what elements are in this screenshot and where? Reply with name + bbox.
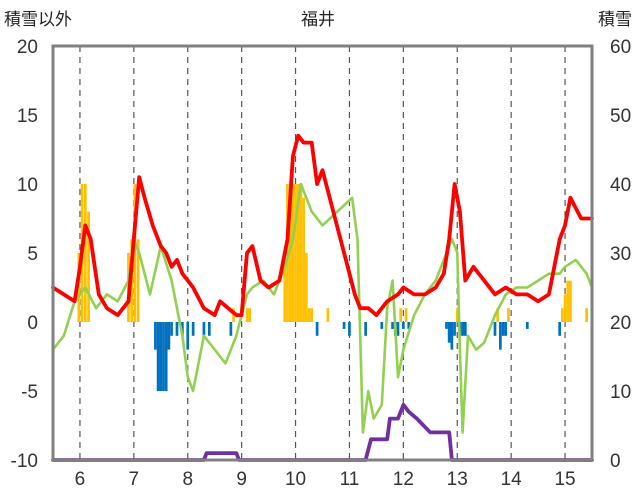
grid (80, 46, 565, 460)
y-right-tick-label: 60 (610, 37, 631, 58)
y-right-tick-label: 0 (610, 451, 621, 472)
y-left-tick-label: 10 (17, 175, 38, 196)
x-tick-label: 10 (285, 469, 306, 490)
bar (397, 322, 400, 336)
bar (507, 308, 510, 322)
bar (302, 198, 305, 322)
x-tick-label: 13 (447, 469, 468, 490)
bar (448, 322, 451, 343)
x-tick-label: 8 (182, 469, 193, 490)
bar (402, 322, 405, 329)
bar (380, 322, 383, 329)
bar (405, 308, 408, 322)
bar (343, 322, 346, 329)
bar (569, 281, 572, 322)
bar (246, 308, 249, 322)
y-right-tick-label: 50 (610, 106, 631, 127)
y-left-tick-label: 5 (27, 244, 38, 265)
x-tick-label: 9 (236, 469, 247, 490)
bar (176, 322, 179, 336)
bar (84, 184, 87, 322)
x-tick-label: 15 (554, 469, 575, 490)
bar (157, 322, 160, 391)
bar (451, 322, 454, 350)
y-left-ticks: 20 15 10 5 0 -5 -10 (11, 37, 38, 472)
x-tick-label: 11 (340, 469, 360, 490)
bar (348, 322, 351, 336)
bar (494, 322, 497, 336)
bar (316, 322, 319, 336)
x-tick-label: 14 (501, 469, 523, 490)
bar (192, 322, 195, 336)
bar (502, 322, 505, 336)
bar (558, 322, 561, 336)
bar (159, 322, 162, 391)
bar (564, 294, 567, 322)
y-left-tick-label: 20 (17, 37, 38, 58)
y-left-axis-label: 積雪以外 (4, 10, 72, 30)
y-left-tick-label: -10 (11, 451, 38, 472)
bar (154, 322, 157, 350)
y-right-tick-label: 30 (610, 244, 631, 265)
bar (504, 322, 507, 336)
bar (526, 322, 529, 329)
bar (294, 184, 297, 322)
bar (186, 322, 189, 350)
bar (230, 322, 233, 336)
bar (300, 184, 303, 322)
bar (585, 308, 588, 322)
bar (170, 322, 173, 336)
bar (364, 322, 367, 336)
bar (208, 322, 211, 336)
bar (566, 281, 569, 322)
bar (499, 322, 502, 350)
x-tick-label: 6 (75, 469, 86, 490)
bar (203, 322, 206, 336)
bar (165, 322, 168, 391)
chart-title: 福井 (301, 10, 335, 30)
bar (327, 308, 330, 322)
bar (561, 308, 564, 322)
x-ticks: 6 7 8 9 10 11 12 13 14 15 (75, 469, 576, 490)
bar (453, 322, 456, 336)
bar (292, 184, 295, 322)
bar (308, 308, 311, 322)
bar (464, 322, 467, 336)
y-left-tick-label: 15 (17, 106, 38, 127)
y-left-tick-label: 0 (27, 313, 38, 334)
bar (461, 322, 464, 336)
y-right-axis-label: 積雪 (598, 10, 632, 30)
x-tick-label: 12 (393, 469, 414, 490)
bar (399, 308, 402, 322)
y-right-ticks: 60 50 40 30 20 10 0 (610, 37, 631, 472)
bar (305, 253, 308, 322)
bar (248, 308, 251, 322)
bar (162, 322, 165, 391)
bar (310, 308, 313, 322)
y-right-tick-label: 40 (610, 175, 631, 196)
bar (445, 322, 448, 329)
y-left-tick-label: -5 (21, 382, 38, 403)
bar (391, 322, 394, 329)
x-tick-label: 7 (129, 469, 140, 490)
y-right-tick-label: 10 (610, 382, 631, 403)
y-right-tick-label: 20 (610, 313, 631, 334)
bar (168, 322, 171, 350)
